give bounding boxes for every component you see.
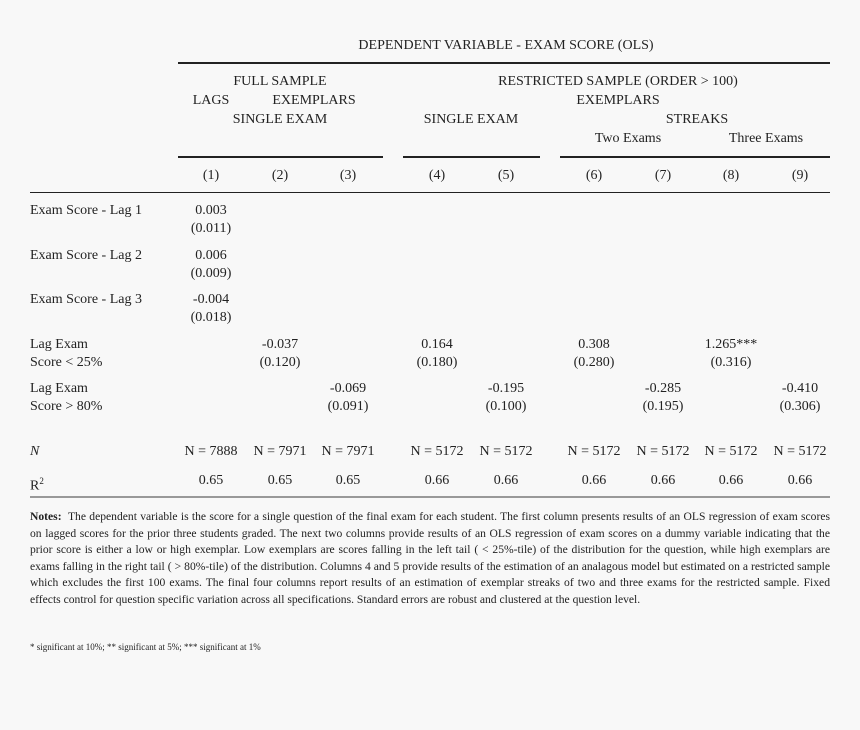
significance-footnote: * significant at 10%; ** significant at …: [30, 642, 261, 652]
exemplars-restricted-heading: EXEMPLARS: [576, 93, 660, 108]
column-number: (6): [585, 168, 603, 183]
row-label: Exam Score - Lag 1: [30, 203, 142, 218]
row-label: Lag Exam: [30, 337, 88, 352]
standard-error: (0.120): [259, 355, 301, 370]
r-squared-exponent: 2: [39, 476, 44, 486]
r-squared-value: 0.65: [267, 473, 293, 488]
row-label: Exam Score - Lag 3: [30, 292, 142, 307]
group-rule-streaks: [560, 156, 830, 158]
two-exams-heading: Two Exams: [594, 131, 662, 146]
standard-error: (0.180): [416, 355, 458, 370]
column-number: (9): [791, 168, 809, 183]
coefficient: -0.195: [487, 381, 525, 396]
column-number: (2): [271, 168, 289, 183]
observations-count: N = 5172: [773, 444, 827, 459]
dependent-variable-heading: DEPENDENT VARIABLE - EXAM SCORE (OLS): [358, 38, 654, 53]
observations-count: N = 5172: [567, 444, 621, 459]
r-squared-value: 0.66: [650, 473, 676, 488]
observations-count: N = 7971: [253, 444, 307, 459]
r-squared-value: 0.66: [424, 473, 450, 488]
standard-error: (0.280): [573, 355, 615, 370]
observations-count: N = 5172: [479, 444, 533, 459]
streaks-heading: STREAKS: [665, 112, 729, 127]
coefficient: -0.410: [781, 381, 819, 396]
standard-error: (0.018): [190, 310, 232, 325]
r-squared-value: 0.66: [493, 473, 519, 488]
r-squared-label: R2: [30, 473, 44, 495]
row-label: Score < 25%: [30, 355, 103, 370]
lags-heading: LAGS: [192, 93, 230, 108]
r-squared-value: 0.66: [787, 473, 813, 488]
standard-error: (0.100): [485, 399, 527, 414]
observations-count: N = 5172: [704, 444, 758, 459]
standard-error: (0.306): [779, 399, 821, 414]
column-number: (5): [497, 168, 515, 183]
exemplars-full-heading: EXEMPLARS: [272, 93, 356, 108]
coefficient: 0.006: [195, 248, 227, 263]
bottom-rule: [30, 496, 830, 498]
standard-error: (0.009): [190, 266, 232, 281]
full-sample-heading: FULL SAMPLE: [233, 74, 327, 89]
column-number: (8): [722, 168, 740, 183]
coefficient: 1.265***: [704, 337, 758, 352]
standard-error: (0.011): [190, 221, 232, 236]
observations-count: N = 5172: [410, 444, 464, 459]
notes-label: Notes:: [30, 510, 62, 523]
coefficient: -0.037: [261, 337, 299, 352]
r-squared-value: 0.65: [335, 473, 361, 488]
r-squared-value: 0.66: [718, 473, 744, 488]
coefficient: 0.164: [421, 337, 453, 352]
observations-count: N = 7888: [184, 444, 238, 459]
three-exams-heading: Three Exams: [728, 131, 804, 146]
single-exam-full-heading: SINGLE EXAM: [232, 112, 328, 127]
restricted-sample-heading: RESTRICTED SAMPLE (ORDER > 100): [498, 74, 738, 89]
header-rule: [30, 192, 830, 193]
column-number: (3): [339, 168, 357, 183]
coefficient: -0.004: [192, 292, 230, 307]
column-number: (1): [202, 168, 220, 183]
observations-count: N = 5172: [636, 444, 690, 459]
coefficient: 0.308: [578, 337, 610, 352]
notes-text: The dependent variable is the score for …: [30, 510, 830, 606]
row-label: Exam Score - Lag 2: [30, 248, 142, 263]
n-label: N: [30, 444, 40, 459]
top-rule: [178, 62, 830, 64]
row-label: Lag Exam: [30, 381, 88, 396]
r-squared-base: R: [30, 478, 40, 494]
observations-count: N = 7971: [321, 444, 375, 459]
column-number: (7): [654, 168, 672, 183]
r-squared-value: 0.66: [581, 473, 607, 488]
standard-error: (0.316): [710, 355, 752, 370]
standard-error: (0.091): [327, 399, 369, 414]
group-rule-single: [403, 156, 540, 158]
single-exam-restricted-heading: SINGLE EXAM: [423, 112, 519, 127]
notes: Notes: The dependent variable is the sco…: [30, 509, 830, 608]
coefficient: 0.003: [195, 203, 227, 218]
coefficient: -0.069: [329, 381, 367, 396]
standard-error: (0.195): [642, 399, 684, 414]
coefficient: -0.285: [644, 381, 682, 396]
group-rule-full: [178, 156, 383, 158]
column-number: (4): [428, 168, 446, 183]
r-squared-value: 0.65: [198, 473, 224, 488]
row-label: Score > 80%: [30, 399, 103, 414]
